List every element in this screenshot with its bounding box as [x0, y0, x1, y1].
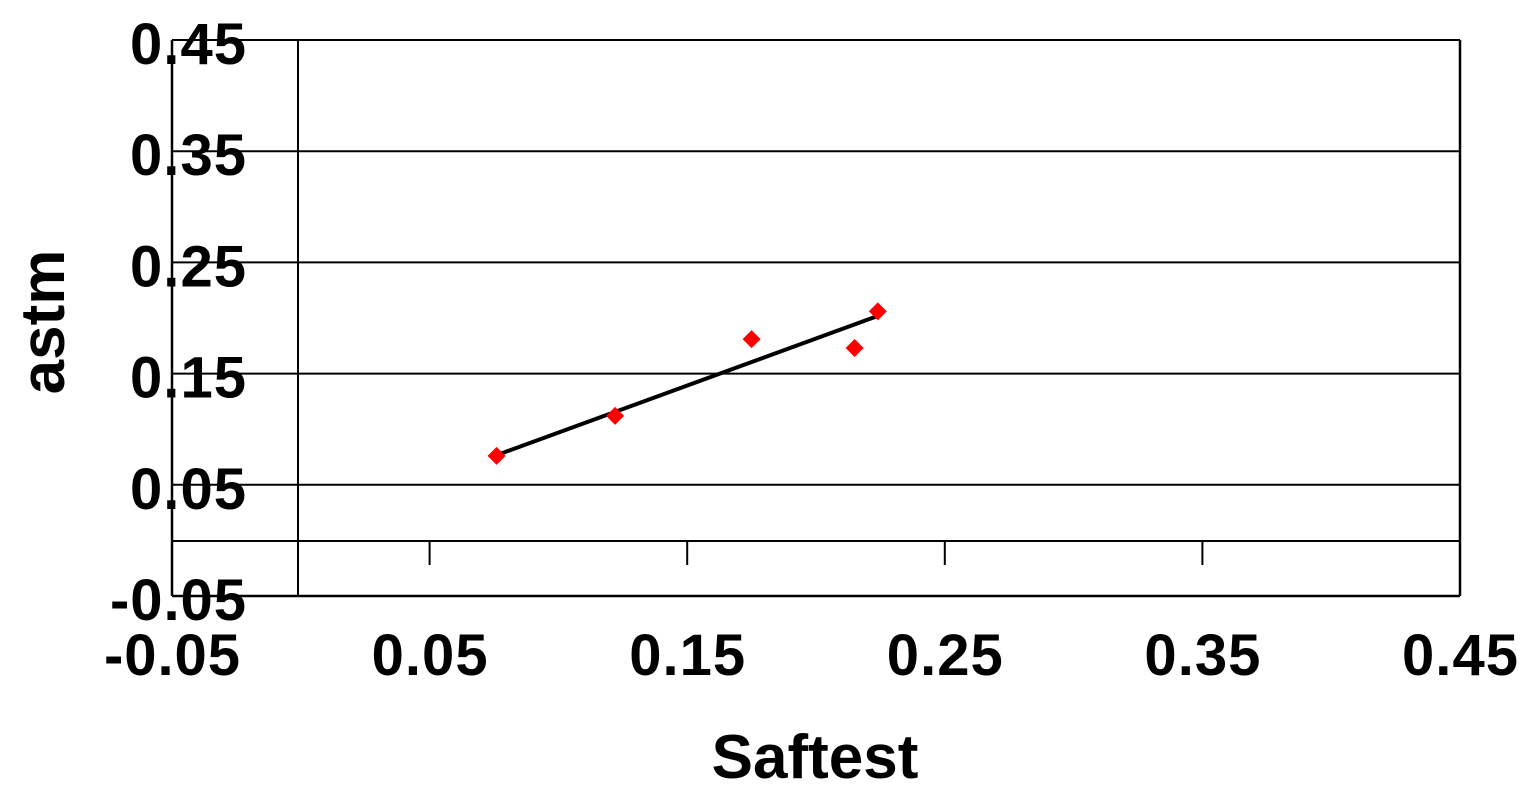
- axes: [170, 40, 1462, 598]
- x-axis-title: Saftest: [712, 723, 919, 785]
- tick-labels: -0.05 0.05 0.15 0.25 0.35 0.45 -0.05 0.05 0.15 0.…: [104, 12, 1518, 688]
- y-tick-label: 0.05: [130, 457, 246, 522]
- x-tick-label: 0.15: [629, 623, 745, 688]
- grid: [172, 39, 1460, 486]
- data-point: [487, 446, 506, 465]
- data-point: [845, 339, 864, 358]
- x-tick-label: 0.05: [372, 623, 488, 688]
- y-tick-label: 0.35: [130, 123, 246, 188]
- trendline: [497, 314, 878, 457]
- trendline-group: [497, 314, 878, 457]
- data-point: [606, 406, 625, 425]
- y-tick-label: -0.05: [110, 568, 246, 633]
- y-tick-label: 0.45: [130, 12, 246, 77]
- x-tick-label: 0.35: [1144, 623, 1260, 688]
- x-tick-label: -0.05: [104, 623, 240, 688]
- x-tick-label: 0.45: [1402, 623, 1518, 688]
- data-point: [868, 302, 887, 321]
- y-tick-label: 0.15: [130, 346, 246, 411]
- y-axis-title: astm: [9, 250, 78, 395]
- data-points: [487, 302, 887, 465]
- y-tick-label: 0.25: [130, 234, 246, 299]
- data-point: [742, 330, 761, 349]
- x-tick-label: 0.25: [887, 623, 1003, 688]
